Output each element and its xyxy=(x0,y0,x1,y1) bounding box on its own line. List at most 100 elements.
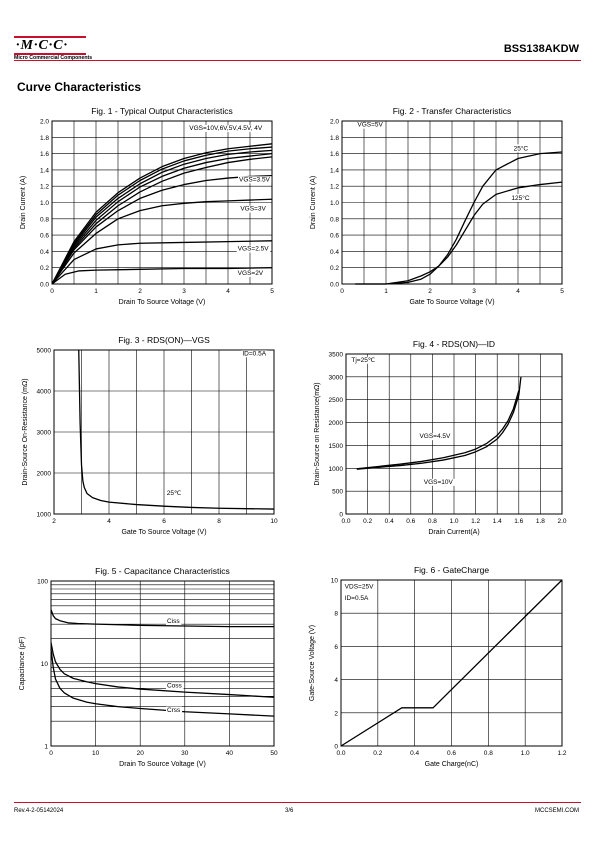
y-axis-label: Drain-Source On-Resistance (mΩ) xyxy=(22,378,29,485)
series-line-125-c xyxy=(355,181,563,285)
company-logo: ·M·C·C· Micro Commercial Components xyxy=(14,36,92,62)
footer-website-link[interactable]: MCCSEMI.COM xyxy=(535,808,579,814)
y-tick-label: 1500 xyxy=(329,443,344,450)
x-tick-label: 0 xyxy=(49,750,53,757)
series-annotation: VDS=25V xyxy=(345,583,374,590)
y-tick-label: 2.0 xyxy=(40,119,49,126)
annotation-backing xyxy=(356,121,385,129)
x-tick-label: 10 xyxy=(270,518,278,525)
x-tick-label: 4 xyxy=(516,288,520,295)
y-tick-label: 0.8 xyxy=(330,216,339,223)
x-tick-label: 1 xyxy=(384,288,388,295)
chart-title: Fig. 2 - Transfer Characteristics xyxy=(393,106,512,116)
x-tick-label: 20 xyxy=(137,750,145,757)
y-tick-label: 8 xyxy=(334,611,338,618)
x-tick-label: 1 xyxy=(94,288,98,295)
annotation-backing xyxy=(165,706,183,714)
x-tick-label: 1.0 xyxy=(449,518,458,525)
annotation-backing xyxy=(510,194,531,203)
series-annotation: VGS=2V xyxy=(238,270,264,277)
series-line-25-c xyxy=(355,151,563,285)
x-tick-label: 40 xyxy=(226,750,234,757)
footer-rule xyxy=(14,802,581,803)
series-annotation: VGS=5V xyxy=(357,122,383,129)
y-tick-label: 1.6 xyxy=(330,151,339,158)
y-tick-label: 1000 xyxy=(37,512,52,519)
logo-top-rule xyxy=(14,36,86,38)
series-line-vgs-3v xyxy=(51,198,273,285)
annotation-backing xyxy=(165,617,182,625)
series-line-vgs-2-5v xyxy=(51,240,273,285)
y-tick-label: 4 xyxy=(334,677,338,684)
section-title: Curve Characteristics xyxy=(17,80,142,94)
y-tick-label: 2.0 xyxy=(330,119,339,126)
y-tick-label: 1.6 xyxy=(40,151,49,158)
y-axis-label: Capacitance (pF) xyxy=(19,637,26,691)
series-line-ciss xyxy=(50,609,274,628)
x-tick-label: 0 xyxy=(340,288,344,295)
y-tick-label: 2000 xyxy=(37,471,52,478)
header-rule xyxy=(14,60,581,61)
logo-bottom-rule xyxy=(14,53,86,55)
x-axis-label: Gate To Source Voltage (V) xyxy=(121,529,206,536)
y-tick-label: 0.2 xyxy=(330,265,339,272)
x-tick-label: 3 xyxy=(182,288,186,295)
annotation-backing xyxy=(188,124,264,132)
x-tick-label: 1.8 xyxy=(536,518,545,525)
x-tick-label: 50 xyxy=(270,750,278,757)
x-tick-label: 2 xyxy=(138,288,142,295)
plot-frame xyxy=(50,580,275,747)
plot-frame xyxy=(51,120,273,285)
logo-subtitle: Micro Commercial Components xyxy=(14,55,93,61)
x-tick-label: 5 xyxy=(560,288,564,295)
series-annotation: 125°C xyxy=(511,194,529,202)
fig3-rdson-vs-vgs-chart: Fig. 3 - RDS(ON)—VGS 2 4 6 8 10 1000 2000 3000 40… xyxy=(22,335,278,536)
annotation-backing xyxy=(422,478,455,486)
x-tick-label: 0.0 xyxy=(336,750,345,757)
y-tick-label: 100 xyxy=(37,579,48,586)
x-tick-label: 4 xyxy=(107,518,111,525)
plot-frame xyxy=(53,349,275,515)
x-tick-label: 1.6 xyxy=(514,518,523,525)
y-tick-label: 2 xyxy=(334,710,338,717)
series-annotation: 25℃ xyxy=(167,490,182,497)
footer-revision: Rev.4-2-05142024 xyxy=(14,808,64,814)
part-number: BSS138AKDW xyxy=(503,43,579,55)
x-tick-label: 2 xyxy=(52,518,56,525)
y-axis-label: Drain Current (A) xyxy=(20,176,27,229)
y-axis-label: Drain Current (A) xyxy=(310,176,317,229)
x-tick-label: 0.4 xyxy=(385,518,394,525)
series-annotation: VGS=2.5V xyxy=(238,246,270,253)
y-tick-label: 0.4 xyxy=(330,249,339,256)
y-tick-label: 3500 xyxy=(329,352,344,359)
series-annotation: Coss xyxy=(167,683,183,690)
series-annotation: VGS=3V xyxy=(240,206,266,213)
x-tick-label: 0 xyxy=(50,288,54,295)
x-tick-label: 30 xyxy=(181,750,189,757)
series-line-vgs xyxy=(340,579,563,747)
series-annotation: VGS=10V,6V,5V,4.5V, 4V xyxy=(189,125,263,132)
annotation-backing xyxy=(350,356,377,364)
series-line-coss xyxy=(50,642,275,698)
annotation-backing xyxy=(343,583,376,591)
series-line-vgs-4-5v xyxy=(51,152,273,285)
fig2-transfer-characteristics-chart: Fig. 2 - Transfer Characteristics 0 1 2 3 4 5 0… xyxy=(310,106,564,306)
y-tick-label: 0.6 xyxy=(40,233,49,240)
y-tick-label: 1.8 xyxy=(40,135,49,142)
plot-frame xyxy=(341,120,563,285)
x-tick-label: 1.4 xyxy=(493,518,502,525)
x-tick-label: 0.2 xyxy=(363,518,372,525)
x-tick-label: 6 xyxy=(162,518,166,525)
y-tick-label: 6 xyxy=(334,644,338,651)
series-annotation: 25°C xyxy=(514,144,529,152)
series-line-vgs-4v xyxy=(51,156,273,285)
series-annotation: ID=0.5A xyxy=(345,595,369,602)
y-tick-label: 1000 xyxy=(329,466,344,473)
x-tick-label: 3 xyxy=(472,288,476,295)
series-line-vgs-3-5v xyxy=(51,174,273,285)
y-tick-label: 10 xyxy=(41,661,49,668)
series-annotation: Tj=25℃ xyxy=(351,357,375,364)
x-tick-label: 0.2 xyxy=(373,750,382,757)
plot-frame xyxy=(340,579,563,747)
chart-title: Fig. 4 - RDS(ON)—ID xyxy=(413,339,495,349)
